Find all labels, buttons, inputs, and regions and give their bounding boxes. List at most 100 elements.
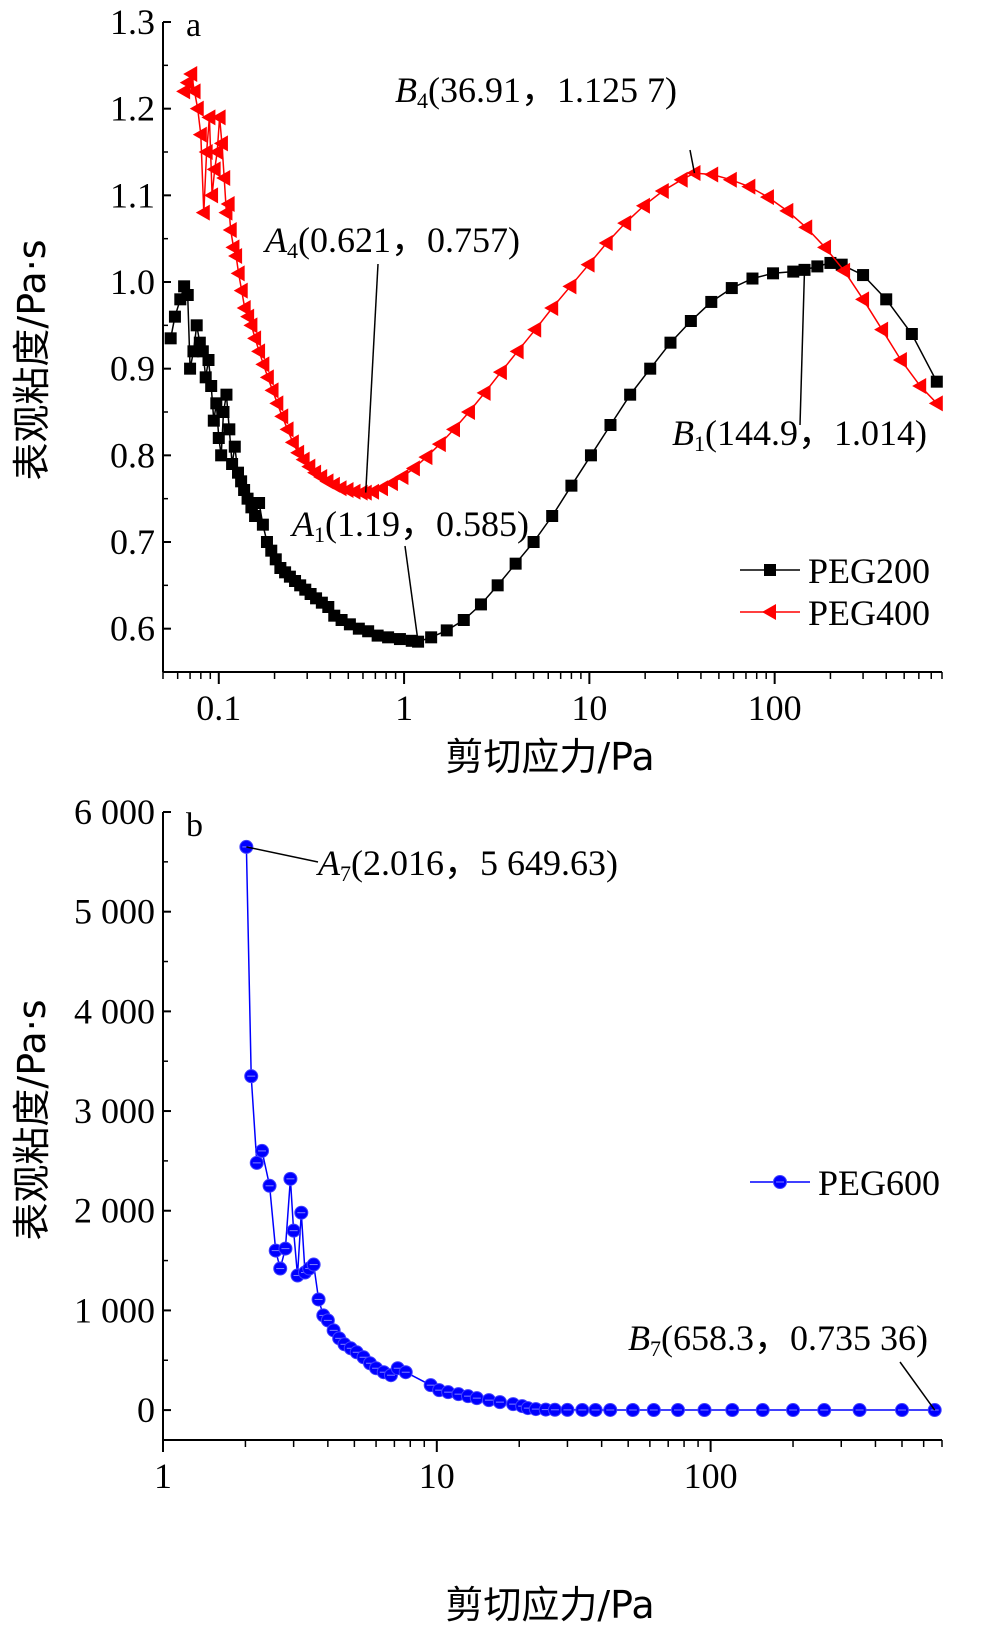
data-point: [251, 343, 266, 360]
panel-b-chart: 0 1 000 2 000 3 000 4 000 5 000 6 000 1 10 100 剪切应…: [10, 792, 943, 1627]
y-tick-label: 0.7: [110, 522, 155, 562]
data-point: [215, 449, 228, 462]
data-point: [339, 482, 354, 498]
data-point: [212, 432, 225, 444]
x-tick-label: 10: [571, 688, 607, 728]
data-point: [204, 187, 219, 204]
data-point: [176, 83, 191, 100]
data-point: [284, 434, 299, 451]
annotation-leader: [899, 1361, 936, 1411]
data-point: [509, 343, 524, 360]
data-point: [725, 282, 738, 295]
data-point: [233, 282, 248, 299]
data-point: [705, 295, 718, 308]
data-point: [230, 265, 245, 282]
data-point: [446, 421, 461, 438]
legend-label: PEG400: [808, 593, 930, 633]
data-point: [168, 310, 181, 323]
annotation-letter: B: [628, 1318, 650, 1358]
data-point: [405, 460, 420, 477]
annotation-letter: A: [290, 504, 315, 544]
series-PEG600: [239, 839, 942, 1418]
annotation-subscript: 7: [650, 1336, 661, 1361]
data-point: [213, 135, 228, 152]
data-point: [189, 100, 204, 117]
annotation-letter: A: [316, 843, 341, 883]
data-point: [198, 144, 213, 160]
data-point: [236, 300, 251, 316]
x-tick-label: 100: [684, 1456, 738, 1496]
legend-label: PEG600: [818, 1163, 940, 1203]
data-point: [580, 256, 595, 273]
data-point: [457, 614, 470, 626]
data-point: [562, 278, 577, 295]
data-point: [855, 291, 870, 308]
y-tick-label: 4 000: [74, 991, 155, 1031]
x-tick-label: 1: [395, 688, 413, 728]
data-point: [704, 166, 719, 183]
annotation-leader: [689, 149, 696, 174]
y-tick-label: 1.1: [110, 175, 155, 215]
data-point: [217, 406, 230, 418]
data-point: [654, 183, 669, 199]
data-point: [183, 66, 198, 82]
data-point: [346, 483, 361, 500]
data-point: [269, 395, 284, 412]
data-point: [220, 388, 233, 401]
x-axis-label: 剪切应力/Pa: [445, 1583, 654, 1627]
data-point: [394, 469, 409, 485]
data-point: [382, 631, 395, 644]
series-PEG200: [164, 256, 943, 648]
y-tick-label: 5 000: [74, 892, 155, 932]
data-point: [179, 74, 194, 91]
annotation-coords: (2.016，5 649.63): [351, 843, 618, 883]
data-point: [223, 423, 236, 436]
y-tick-label: 0.9: [110, 349, 155, 389]
x-tick-label: 100: [748, 688, 802, 728]
data-point: [741, 178, 756, 195]
data-point: [491, 579, 504, 592]
data-point: [247, 330, 262, 347]
data-point: [527, 536, 540, 548]
data-point: [880, 293, 893, 306]
data-point: [190, 319, 203, 332]
data-point: [259, 369, 274, 386]
data-point: [425, 631, 438, 644]
data-point: [817, 239, 832, 256]
data-point: [431, 436, 446, 453]
data-point: [440, 624, 453, 637]
data-point: [373, 480, 388, 497]
annotation-coords: (1.19，0.585): [325, 504, 529, 544]
y-tick-label: 0: [137, 1390, 155, 1430]
annotation-leader: [246, 846, 319, 863]
y-tick-label: 0.6: [110, 609, 155, 649]
annotation-label: A1(1.19，0.585): [290, 504, 529, 547]
data-point: [222, 222, 237, 238]
data-point: [836, 262, 851, 279]
annotation-letter: A: [263, 220, 288, 260]
data-point: [509, 557, 522, 570]
data-point: [357, 484, 372, 501]
data-point: [787, 265, 800, 278]
data-point: [220, 196, 235, 212]
data-point: [264, 382, 279, 399]
data-point: [362, 625, 375, 638]
data-point: [598, 235, 613, 251]
y-tick-label: 1.2: [110, 89, 155, 129]
data-point: [245, 501, 258, 514]
data-point: [905, 328, 918, 340]
data-point: [644, 362, 657, 375]
data-point: [211, 109, 226, 126]
annotation-label: B4(36.91，1.125 7): [395, 70, 677, 113]
annotation-subscript: 4: [417, 88, 428, 113]
data-point: [635, 197, 650, 214]
annotation-subscript: 1: [694, 431, 705, 456]
data-point: [604, 419, 617, 431]
data-point: [255, 356, 270, 373]
data-point: [811, 260, 824, 273]
data-point: [332, 480, 347, 497]
annotation-letter: B: [395, 70, 417, 110]
data-point: [565, 479, 578, 492]
annotation-coords: (36.91，1.125 7): [428, 70, 677, 110]
y-axis-label: 表观粘度/Pa·s: [10, 999, 54, 1240]
